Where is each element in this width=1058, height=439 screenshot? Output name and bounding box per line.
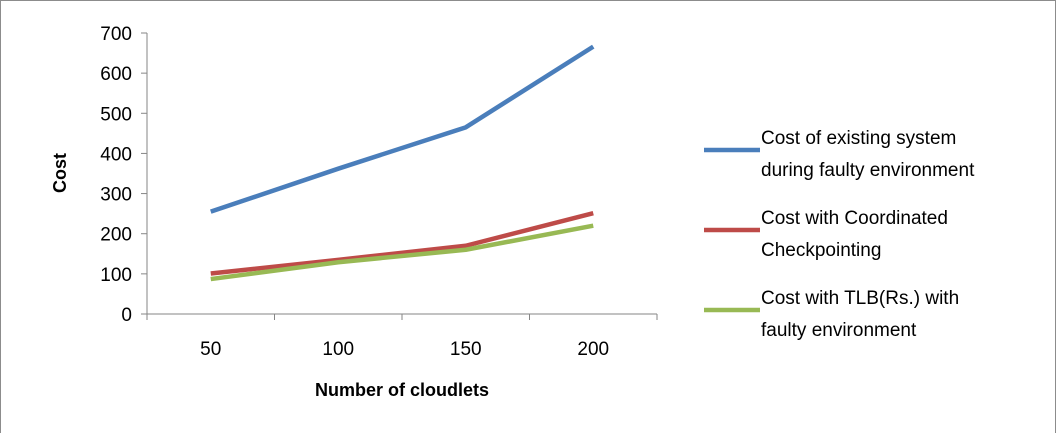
plot-lines — [210, 44, 595, 282]
y-tick-label: 200 — [100, 225, 132, 246]
series-line-2 — [210, 211, 594, 276]
y-tick-label: 300 — [100, 185, 132, 206]
series-line-3 — [210, 223, 594, 282]
legend-label-2: Checkpointing — [761, 240, 881, 261]
legend-label-3: Cost with TLB(Rs.) with — [761, 288, 959, 309]
y-tick-label: 400 — [100, 144, 132, 165]
y-tick-label: 700 — [100, 24, 132, 45]
x-tick-label: 50 — [200, 339, 221, 360]
plot-axes: 0 100 200 300 400 500 600 700 50 100 150 200 — [100, 24, 658, 360]
legend-label-1: during faulty environment — [761, 160, 975, 181]
y-tick-label: 0 — [121, 305, 132, 326]
legend: Cost of existing system during faulty env… — [704, 128, 975, 341]
y-tick-label: 600 — [100, 64, 132, 85]
x-tick-label: 150 — [450, 339, 482, 360]
series-line-1 — [210, 44, 595, 214]
x-tick-label: 100 — [322, 339, 354, 360]
legend-label-2: Cost with Coordinated — [761, 208, 948, 229]
legend-label-3: faulty environment — [761, 320, 917, 341]
y-tick-label: 500 — [100, 104, 132, 125]
x-axis-title: Number of cloudlets — [315, 380, 489, 400]
y-tick-label: 100 — [100, 265, 132, 286]
y-axis-title: Cost — [50, 153, 70, 193]
x-tick-label: 200 — [577, 339, 609, 360]
legend-label-1: Cost of existing system — [761, 128, 956, 149]
